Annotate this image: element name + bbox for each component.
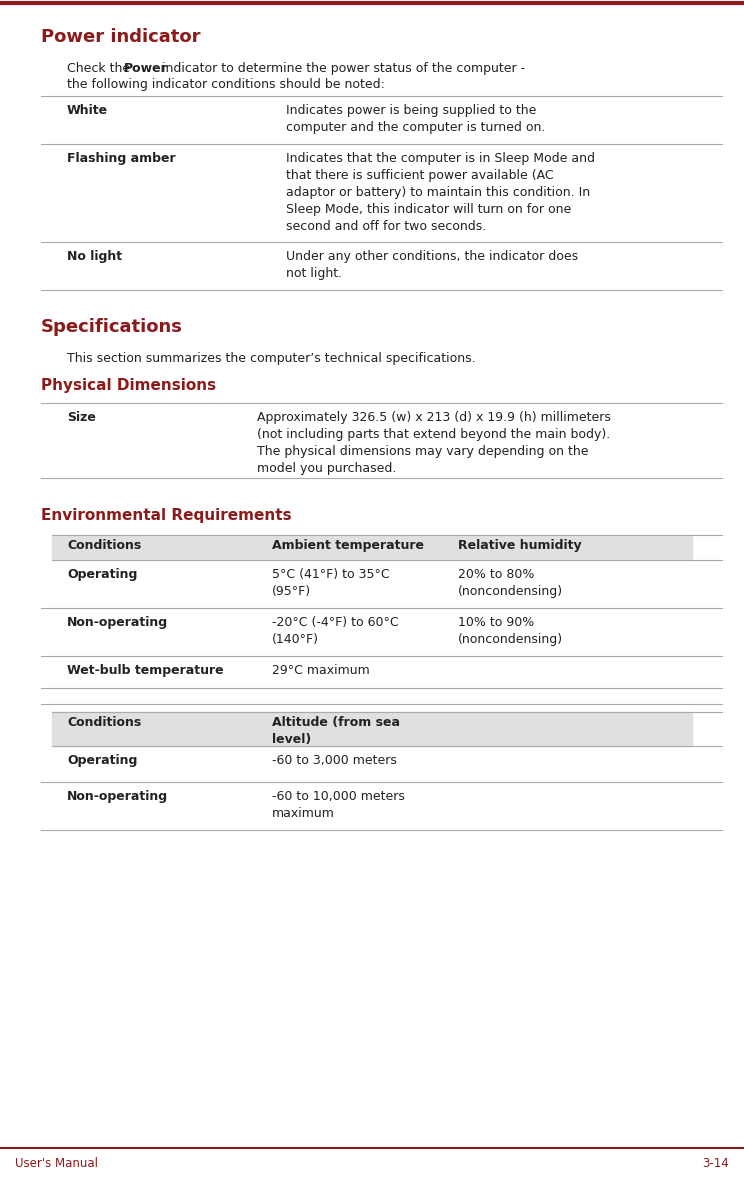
Text: Wet-bulb temperature: Wet-bulb temperature (67, 664, 224, 677)
Text: Check the: Check the (67, 62, 134, 75)
Text: -20°C (-4°F) to 60°C
(140°F): -20°C (-4°F) to 60°C (140°F) (272, 615, 398, 646)
Text: Relative humidity: Relative humidity (458, 539, 581, 552)
Text: 3-14: 3-14 (702, 1157, 729, 1170)
Text: Approximately 326.5 (w) x 213 (d) x 19.9 (h) millimeters
(not including parts th: Approximately 326.5 (w) x 213 (d) x 19.9… (257, 411, 611, 475)
Text: 29°C maximum: 29°C maximum (272, 664, 369, 677)
Text: 20% to 80%
(noncondensing): 20% to 80% (noncondensing) (458, 568, 562, 598)
Text: Under any other conditions, the indicator does
not light.: Under any other conditions, the indicato… (286, 250, 579, 279)
Text: -60 to 3,000 meters: -60 to 3,000 meters (272, 755, 397, 768)
Text: Specifications: Specifications (41, 318, 183, 336)
Text: Non-operating: Non-operating (67, 790, 168, 803)
Text: White: White (67, 104, 108, 117)
Text: Power: Power (124, 62, 167, 75)
Text: Operating: Operating (67, 755, 138, 768)
Text: Operating: Operating (67, 568, 138, 581)
Text: Altitude (from sea
level): Altitude (from sea level) (272, 716, 400, 746)
Text: Non-operating: Non-operating (67, 615, 168, 630)
Text: Flashing amber: Flashing amber (67, 152, 176, 165)
Text: Conditions: Conditions (67, 716, 141, 729)
Text: No light: No light (67, 250, 122, 263)
Text: the following indicator conditions should be noted:: the following indicator conditions shoul… (67, 78, 385, 91)
Text: User's Manual: User's Manual (15, 1157, 98, 1170)
Text: Indicates power is being supplied to the
computer and the computer is turned on.: Indicates power is being supplied to the… (286, 104, 546, 134)
Text: Indicates that the computer is in Sleep Mode and
that there is sufficient power : Indicates that the computer is in Sleep … (286, 152, 595, 233)
Text: Size: Size (67, 411, 96, 424)
Text: Conditions: Conditions (67, 539, 141, 552)
Text: 5°C (41°F) to 35°C
(95°F): 5°C (41°F) to 35°C (95°F) (272, 568, 389, 598)
Bar (52, 712, 692, 746)
Text: Physical Dimensions: Physical Dimensions (41, 378, 216, 393)
Text: This section summarizes the computer’s technical specifications.: This section summarizes the computer’s t… (67, 353, 475, 365)
Text: 10% to 90%
(noncondensing): 10% to 90% (noncondensing) (458, 615, 562, 646)
Bar (52, 535, 692, 560)
Text: Environmental Requirements: Environmental Requirements (41, 508, 292, 523)
Text: Power indicator: Power indicator (41, 28, 200, 46)
Text: indicator to determine the power status of the computer -: indicator to determine the power status … (158, 62, 525, 75)
Text: -60 to 10,000 meters
maximum: -60 to 10,000 meters maximum (272, 790, 405, 821)
Text: Ambient temperature: Ambient temperature (272, 539, 423, 552)
